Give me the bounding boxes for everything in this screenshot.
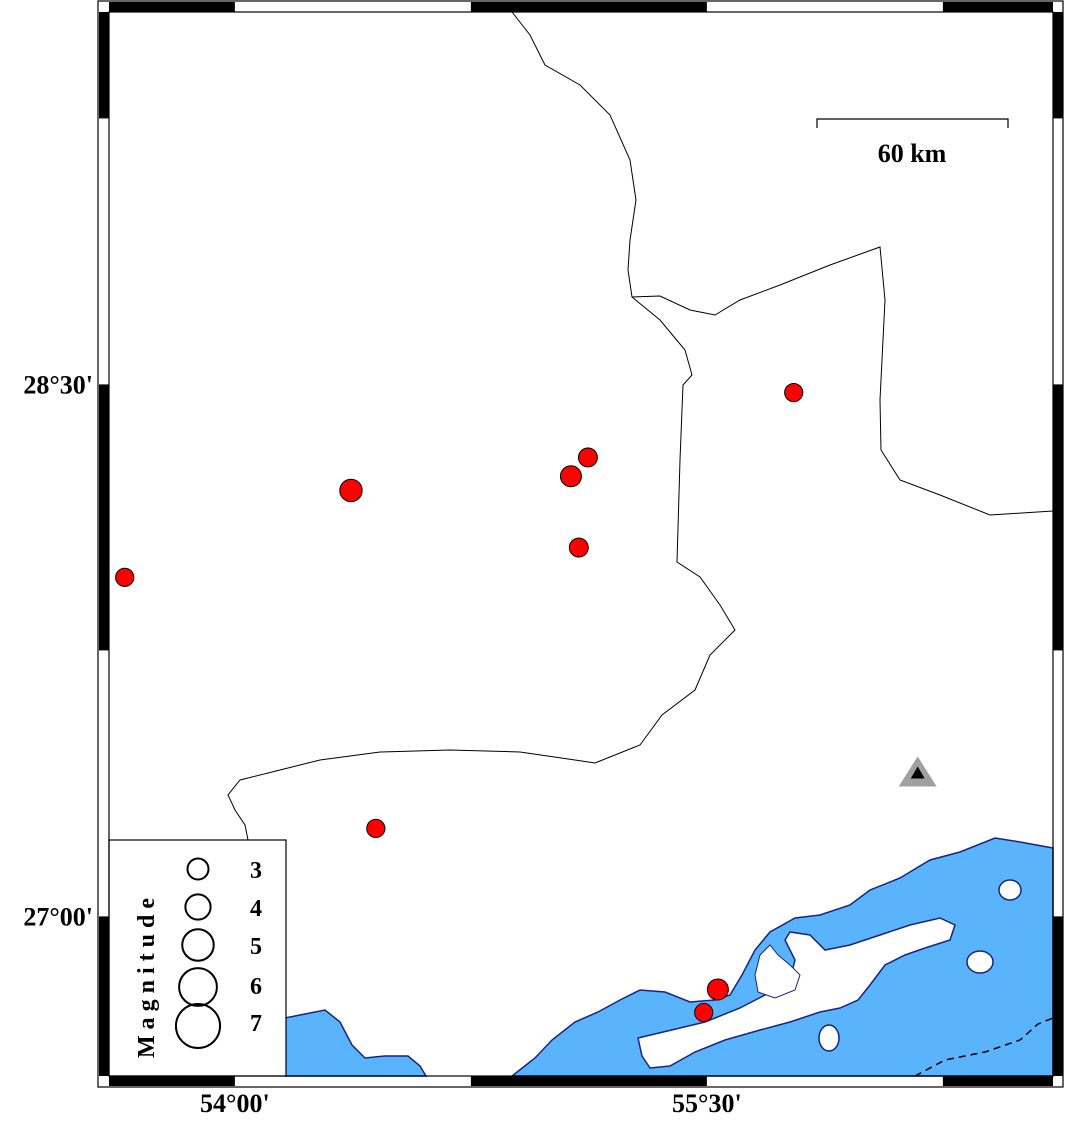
- scale-bar: 60 km: [816, 118, 1009, 168]
- triangle-icon: [910, 766, 925, 779]
- maritime-boundary: [914, 1017, 1054, 1077]
- province-boundary: [631, 246, 1054, 516]
- legend-label: 5: [250, 934, 262, 960]
- legend-circle: [186, 857, 210, 881]
- frame-bar: [942, 2, 1053, 12]
- legend-label: 6: [250, 974, 262, 1000]
- frame-bar: [99, 916, 109, 1076]
- mangrove-islets: [754, 944, 801, 999]
- legend-title: Magnitude: [134, 892, 160, 1058]
- island: [966, 950, 994, 974]
- frame-bar: [1053, 916, 1063, 1076]
- legend-circle: [181, 928, 215, 962]
- magnitude-legend: Magnitude 3 4 5 6 7: [108, 839, 287, 1077]
- frame-bar: [1053, 12, 1063, 119]
- earthquake-marker: [577, 447, 598, 468]
- frame-bar: [470, 1076, 707, 1086]
- island: [998, 879, 1022, 901]
- earthquake-marker: [784, 382, 804, 403]
- y-tick-label: 28°30': [23, 370, 93, 399]
- legend-circle: [178, 967, 218, 1007]
- legend-circle: [184, 893, 212, 921]
- scale-bar-line: [816, 118, 1009, 128]
- frame-bar: [99, 384, 109, 651]
- frame-bar: [109, 1076, 235, 1086]
- earthquake-marker: [694, 1002, 714, 1023]
- station-layer: [898, 756, 937, 787]
- earthquake-marker: [115, 567, 135, 587]
- earthquake-marker: [339, 478, 363, 503]
- x-tick-label: 55°30': [672, 1089, 742, 1118]
- island: [818, 1024, 840, 1052]
- legend-label: 3: [250, 858, 262, 884]
- frame-bar: [470, 2, 707, 12]
- earthquake-marker: [706, 978, 729, 1001]
- x-tick-label: 54°00': [200, 1089, 270, 1118]
- legend-label: 4: [250, 896, 262, 922]
- scale-bar-label: 60 km: [878, 139, 947, 168]
- tick-labels: 54°00' 55°30' 28°30' 27°00': [23, 370, 741, 1118]
- earthquake-marker: [568, 537, 589, 558]
- province-boundary: [227, 11, 736, 841]
- y-tick-label: 27°00': [23, 902, 93, 931]
- frame-bar: [942, 1076, 1053, 1086]
- frame-bar: [109, 2, 235, 12]
- province-boundaries: [227, 11, 1054, 841]
- legend-label: 7: [250, 1011, 262, 1037]
- earthquake-marker: [559, 465, 582, 488]
- frame-bar: [1053, 384, 1063, 651]
- water-layer: [284, 837, 1054, 1077]
- earthquake-marker: [366, 818, 386, 839]
- earthquake-layer: [115, 382, 804, 1023]
- persian-gulf-water: [509, 837, 1054, 1077]
- frame-bar: [99, 12, 109, 119]
- map-frame: [97, 0, 1064, 1088]
- legend-circle: [174, 1002, 222, 1050]
